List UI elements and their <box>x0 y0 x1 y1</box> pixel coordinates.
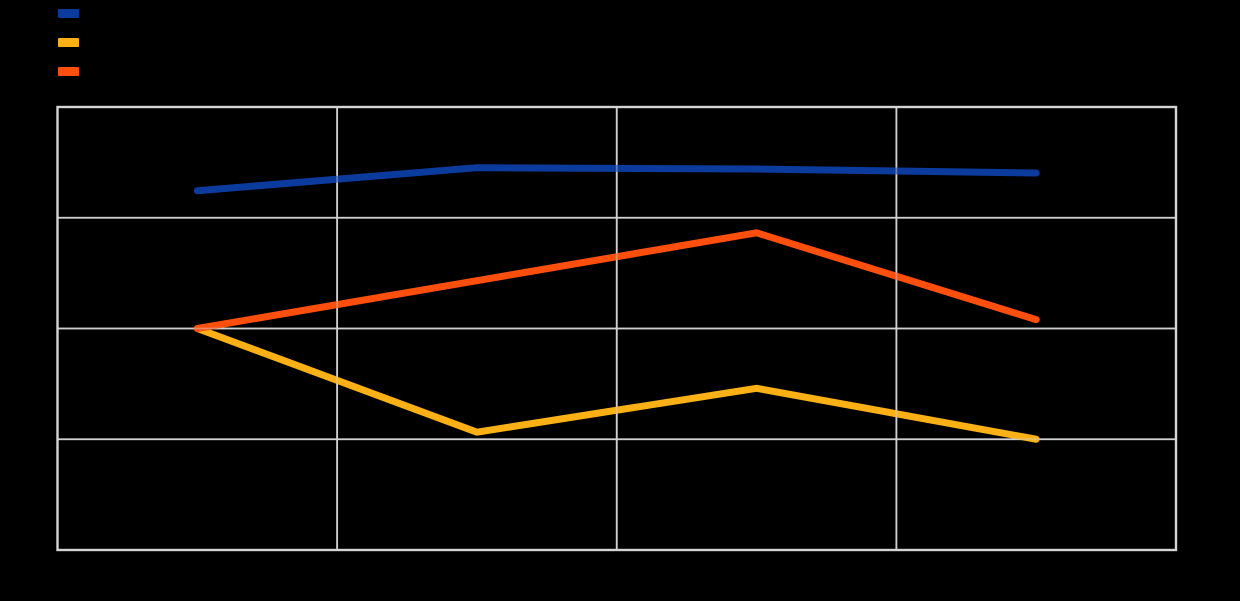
series-line-blue <box>193 164 1040 195</box>
legend-item-blue <box>58 9 79 18</box>
legend <box>58 9 79 76</box>
legend-item-yellow <box>58 38 79 47</box>
series-line-yellow <box>193 325 1040 443</box>
legend-swatch-yellow <box>58 38 79 47</box>
gridlines-over <box>57 107 1176 550</box>
legend-item-orange <box>58 67 79 76</box>
legend-swatch-orange <box>58 67 79 76</box>
legend-swatch-blue <box>58 9 79 18</box>
plot-border <box>56 105 1178 552</box>
series-line-orange <box>193 229 1040 332</box>
